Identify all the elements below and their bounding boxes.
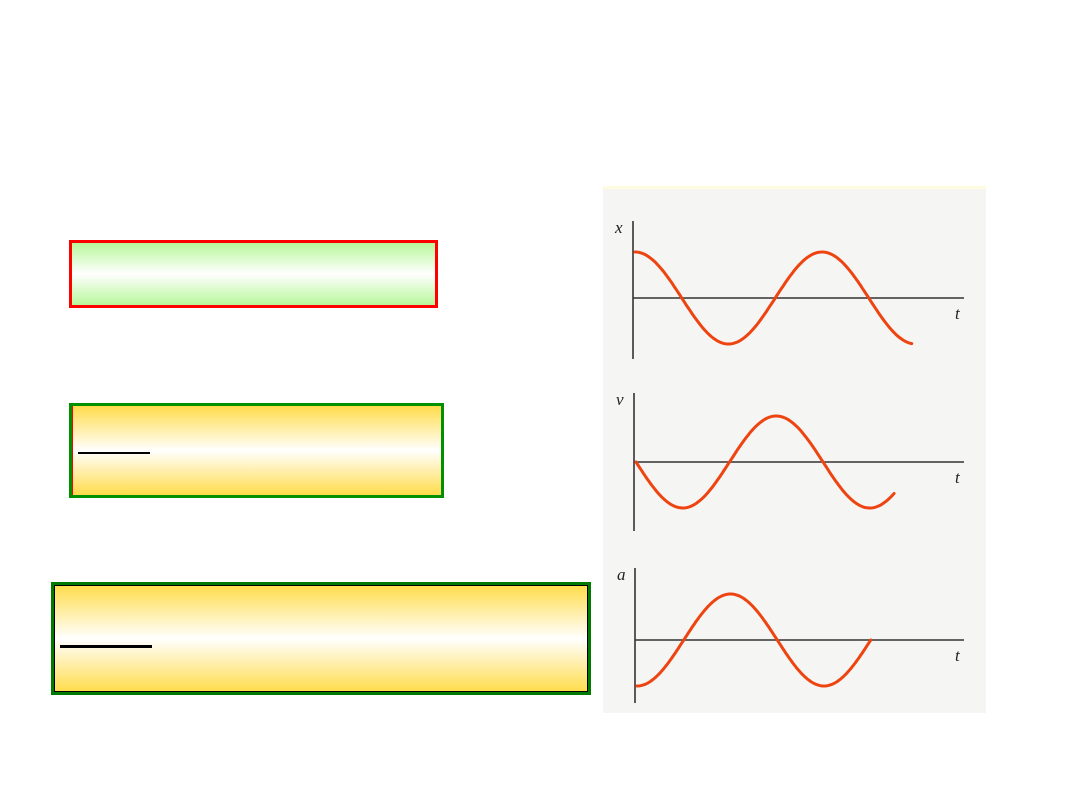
y-axis-label: v: [616, 390, 624, 409]
motion-graphs-panel: x t v t a t: [603, 186, 986, 713]
x-v-a-graphs: x t v t a t: [614, 218, 964, 703]
curve-v: [634, 414, 896, 510]
curve-x: [633, 250, 914, 346]
underline-mark: [60, 645, 152, 648]
curve-a: [635, 592, 873, 688]
underline-mark: [78, 452, 150, 454]
yellow-text-box-1: [69, 403, 444, 498]
green-text-box: [69, 240, 438, 308]
y-axis-label: a: [617, 565, 626, 584]
t-axis-label: t: [955, 646, 961, 665]
box-inner-border: [72, 406, 441, 495]
yellow-text-box-2: [51, 582, 591, 695]
t-axis-label: t: [955, 304, 961, 323]
y-axis-label: x: [614, 218, 623, 237]
t-axis-label: t: [955, 468, 961, 487]
box-inner-border: [54, 585, 588, 692]
